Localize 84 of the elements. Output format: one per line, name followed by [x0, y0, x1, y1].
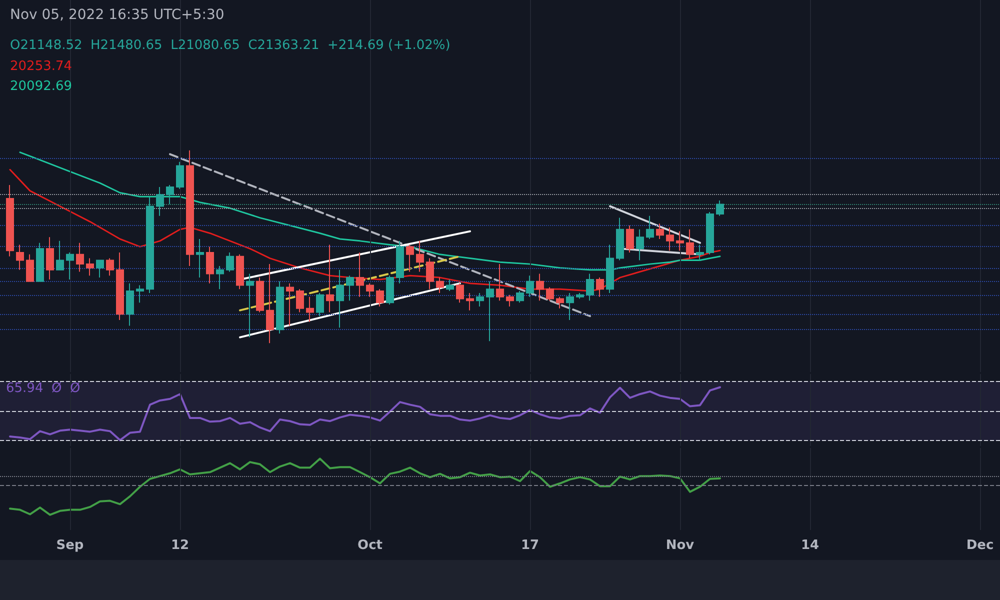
- candlestick: [266, 264, 274, 344]
- candlestick: [646, 215, 654, 240]
- candlestick: [276, 280, 284, 334]
- candlestick: [106, 258, 114, 276]
- candlestick: [446, 278, 454, 292]
- x-tick-label: Oct: [358, 538, 382, 553]
- candlestick: [546, 286, 554, 302]
- chart-title: Nov 05, 2022 16:35 UTC+5:30: [10, 7, 224, 23]
- candlestick: [376, 288, 384, 307]
- x-tick-label: 17: [520, 538, 540, 553]
- candlestick: [426, 258, 434, 290]
- candlestick: [336, 269, 344, 328]
- text: 20092.69: [10, 79, 72, 94]
- candlestick: [586, 273, 594, 302]
- candlestick: [396, 240, 404, 284]
- text: 20253.74: [10, 59, 72, 74]
- candlestick: [526, 275, 534, 298]
- x-tick-label: Nov: [666, 538, 695, 553]
- candlestick: [16, 244, 24, 270]
- candlestick: [686, 228, 694, 259]
- candlestick: [656, 223, 664, 240]
- candlestick: [386, 275, 394, 306]
- candlestick: [576, 292, 584, 300]
- candlestick: [26, 254, 34, 282]
- candlestick: [716, 200, 724, 216]
- candlestick: [416, 240, 424, 272]
- candlestick: [406, 244, 414, 272]
- candlestick: [296, 288, 304, 313]
- candlestick: [86, 258, 94, 276]
- candlestick: [146, 196, 154, 294]
- candlestick: [206, 246, 214, 284]
- candlestick: [566, 292, 574, 320]
- candlestick: [156, 186, 164, 216]
- candlestick: [6, 184, 14, 257]
- chart-subtitle: O21148.52 H21480.65 L21080.65 C21363.21 +214.69 (+1.02%): [10, 38, 450, 53]
- candlestick: [346, 275, 354, 302]
- candlestick: [116, 252, 124, 320]
- candlestick: [236, 254, 244, 290]
- candlestick: [126, 282, 134, 326]
- candlestick: [366, 282, 374, 298]
- candlestick: [436, 277, 444, 294]
- candlestick: [496, 264, 504, 302]
- candlestick: [616, 217, 624, 261]
- candlestick: [326, 244, 334, 313]
- candlestick: [66, 252, 74, 280]
- candlestick: [536, 273, 544, 302]
- x-tick-label: 14: [800, 538, 820, 553]
- candlestick: [636, 228, 644, 261]
- candlestick: [176, 161, 184, 190]
- candlestick: [516, 290, 524, 304]
- candlestick: [476, 292, 484, 307]
- candlestick: [466, 292, 474, 311]
- candlestick: [456, 282, 464, 304]
- candlestick: [46, 236, 54, 280]
- candlestick: [136, 284, 144, 304]
- candlestick: [306, 296, 314, 322]
- candlestick: [216, 265, 224, 290]
- x-tick-label: 12: [170, 538, 190, 553]
- candlestick: [56, 240, 64, 270]
- candlestick: [316, 292, 324, 317]
- candlestick: [36, 242, 44, 282]
- candlestick: [196, 238, 204, 278]
- candlestick: [76, 242, 84, 272]
- candlestick: [286, 282, 294, 326]
- candlestick: [666, 226, 674, 252]
- x-tick-label: Sep: [56, 538, 84, 553]
- candlestick: [596, 277, 604, 298]
- candlestick: [556, 296, 564, 309]
- candlestick: [696, 244, 704, 261]
- x-tick-label: Dec: [966, 538, 994, 553]
- annotation: 65.94 Ø Ø: [6, 381, 80, 396]
- candlestick: [706, 212, 714, 255]
- candlestick: [626, 225, 634, 253]
- candlestick: [226, 252, 234, 272]
- candlestick: [356, 252, 364, 298]
- candlestick: [506, 294, 514, 307]
- candlestick: [166, 184, 174, 205]
- candlestick: [256, 277, 264, 313]
- candlestick: [606, 244, 614, 294]
- candlestick: [186, 150, 194, 266]
- candlestick: [486, 280, 494, 342]
- candlestick: [676, 230, 684, 252]
- candlestick: [96, 260, 104, 278]
- candlestick: [246, 273, 254, 338]
